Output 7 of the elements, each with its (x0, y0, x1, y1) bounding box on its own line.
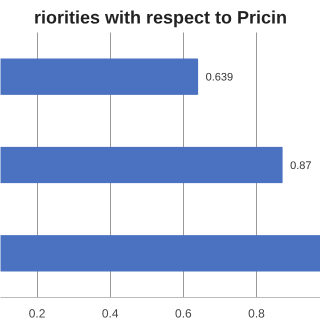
data-label: 0.87 (290, 160, 312, 172)
x-tick-label: 0.4 (102, 306, 119, 320)
x-tick-label: 0.2 (28, 306, 46, 320)
chart-title: riorities with respect to Pricin (34, 8, 288, 28)
x-tick-label: 0.6 (175, 306, 192, 320)
x-tick-label: 0.8 (248, 306, 266, 320)
data-label: 0.639 (206, 72, 234, 84)
